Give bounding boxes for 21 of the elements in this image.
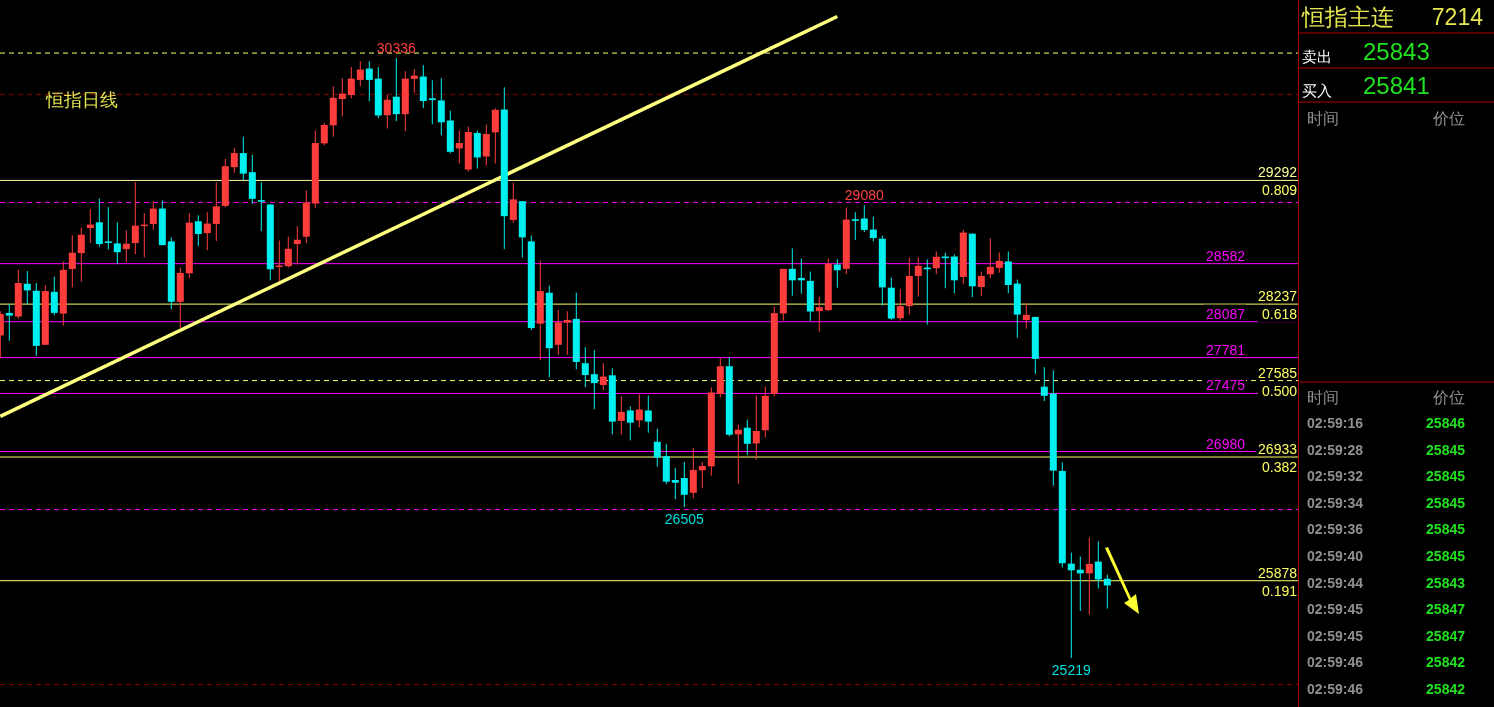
annotation: 30336 [376, 40, 416, 56]
ref-line-label: 28237 [1258, 288, 1298, 305]
ref-line-label: 25878 [1258, 564, 1298, 581]
ref-line-label: 27781 [1206, 341, 1246, 358]
annotation: 0.809 [1261, 182, 1298, 199]
ref-line-label: 26980 [1206, 435, 1246, 452]
annotation: 0.191 [1261, 582, 1298, 599]
annotation: 29080 [844, 187, 884, 204]
ref-line-label: 26933 [1258, 441, 1298, 458]
ref-line-label: 29292 [1258, 164, 1298, 181]
annotation: 0.500 [1261, 382, 1298, 399]
ref-line-label: 28087 [1206, 305, 1246, 322]
text: 恒指日线 [45, 90, 118, 110]
ref-line-label: 28582 [1206, 247, 1246, 264]
ref-line-label: 27585 [1258, 364, 1298, 381]
ref-line-label: 27475 [1206, 377, 1246, 394]
annotation: 25219 [1051, 662, 1091, 678]
annotation: 0.382 [1261, 459, 1298, 476]
annotation: 0.618 [1261, 306, 1298, 323]
annotation: 26505 [664, 511, 704, 528]
quote-panel: 恒指主连 7214 卖出 25843 买入 25841 时间 价位 时间 价位 02:59:16 25846 02:59:28 25845 02:59:32 25845 02:59:34 25845 02:59:36 25845 02:59:40 25845 02:59:44 25843 02:59:45 25847 02:59:45 25847 02:59:46 25842 02:59:46 25842 [1297, 0, 1494, 707]
